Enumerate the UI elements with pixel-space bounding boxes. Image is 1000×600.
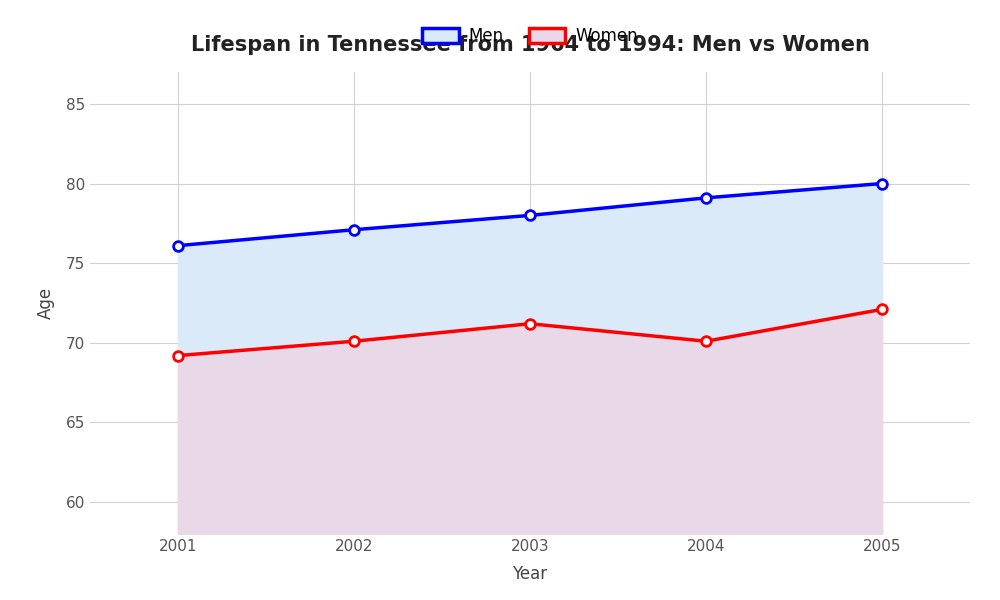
Legend: Men, Women: Men, Women xyxy=(415,20,645,52)
X-axis label: Year: Year xyxy=(512,565,548,583)
Title: Lifespan in Tennessee from 1964 to 1994: Men vs Women: Lifespan in Tennessee from 1964 to 1994:… xyxy=(191,35,869,55)
Y-axis label: Age: Age xyxy=(37,287,55,319)
